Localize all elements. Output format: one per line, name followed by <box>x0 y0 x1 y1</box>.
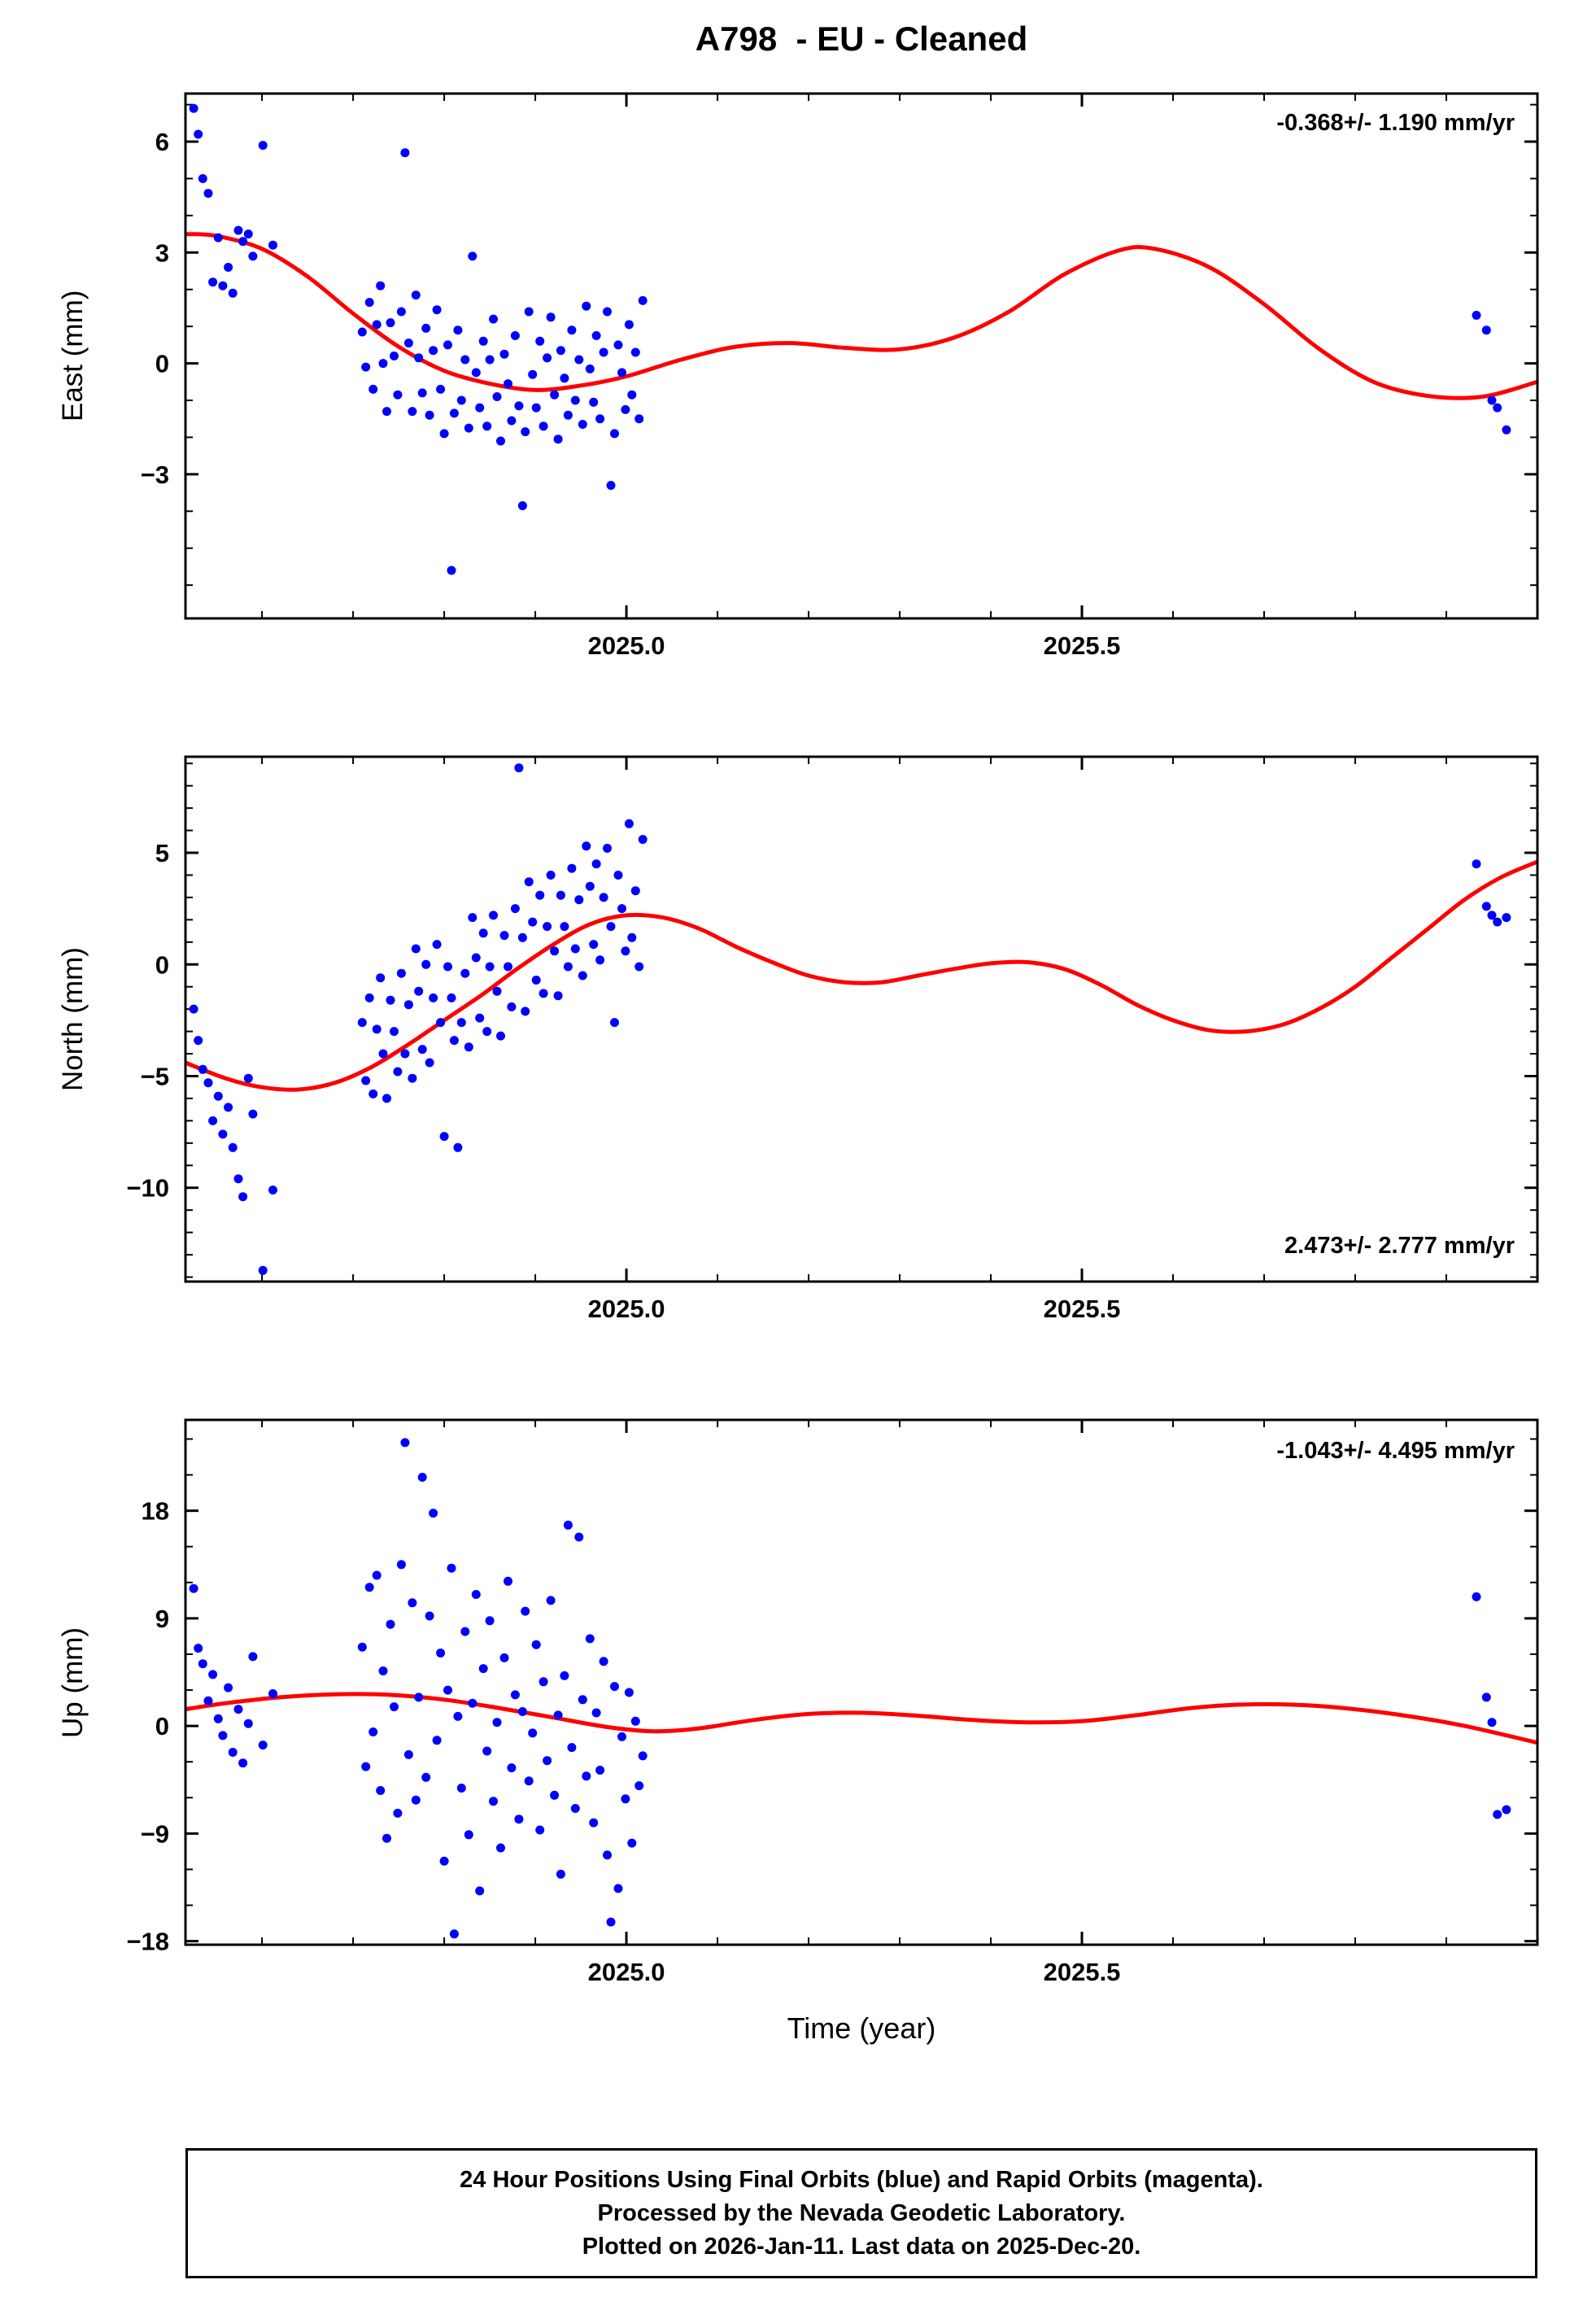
north-rate-annotation: 2.473+/- 2.777 mm/yr <box>1284 1233 1515 1259</box>
caption-line-1: 24 Hour Positions Using Final Orbits (bl… <box>460 2166 1263 2193</box>
up-x-tick-label: 2025.5 <box>1044 1958 1121 1986</box>
up-y-tick-label: −9 <box>141 1819 169 1848</box>
north-fit-curve <box>185 859 1537 1092</box>
east-x-tick-label: 2025.5 <box>1044 631 1121 660</box>
north-axis-label: North (mm) <box>57 947 89 1091</box>
up-panel: 2025.0 2025.5 −18 −9 0 9 18 <box>126 1418 1539 1986</box>
north-frame <box>184 755 1539 1283</box>
east-data-points <box>189 103 1511 575</box>
up-y-tick-label: 0 <box>155 1712 169 1740</box>
east-fit-curve <box>185 232 1537 400</box>
east-rate-annotation: -0.368+/- 1.190 mm/yr <box>1276 110 1515 136</box>
up-frame <box>184 1418 1539 1946</box>
north-panel: 2025.0 2025.5 −10 −5 0 5 <box>126 755 1539 1323</box>
page-title: A798 - EU - Cleaned <box>695 20 1028 58</box>
east-panel: 2025.0 2025.5 −3 0 3 6 <box>141 92 1539 660</box>
east-y-tick-label: 3 <box>155 238 169 267</box>
east-y-tick-label: 6 <box>155 128 169 156</box>
caption-line-2: Processed by the Nevada Geodetic Laborat… <box>597 2199 1126 2226</box>
north-x-tick-label: 2025.5 <box>1044 1295 1121 1323</box>
east-frame <box>184 92 1539 620</box>
east-y-tick-label: 0 <box>155 350 169 378</box>
east-axis-label: East (mm) <box>57 290 89 422</box>
up-data-points <box>189 1438 1511 1939</box>
caption-line-3: Plotted on 2026-Jan-11. Last data on 202… <box>582 2233 1141 2260</box>
up-axis-label: Up (mm) <box>57 1627 89 1738</box>
north-data-points <box>189 763 1511 1275</box>
caption-box: 24 Hour Positions Using Final Orbits (bl… <box>185 2148 1537 2278</box>
up-rate-annotation: -1.043+/- 4.495 mm/yr <box>1276 1438 1515 1464</box>
east-x-tick-label: 2025.0 <box>588 631 665 660</box>
up-fit-curve <box>185 1692 1537 1745</box>
time-axis-label: Time (year) <box>787 2011 936 2045</box>
north-ticks <box>185 757 1537 1282</box>
up-ticks <box>185 1420 1537 1945</box>
east-ticks <box>185 94 1537 618</box>
north-y-tick-label: −10 <box>126 1174 169 1203</box>
up-y-tick-label: −18 <box>126 1928 169 1956</box>
up-y-tick-label: 18 <box>142 1497 169 1526</box>
north-y-tick-label: 5 <box>155 839 169 867</box>
up-y-tick-label: 9 <box>155 1605 169 1633</box>
north-x-tick-label: 2025.0 <box>588 1295 665 1323</box>
north-y-tick-label: 0 <box>155 950 169 979</box>
up-x-tick-label: 2025.0 <box>588 1958 665 1986</box>
north-y-tick-label: −5 <box>141 1062 169 1090</box>
east-y-tick-label: −3 <box>141 461 169 489</box>
